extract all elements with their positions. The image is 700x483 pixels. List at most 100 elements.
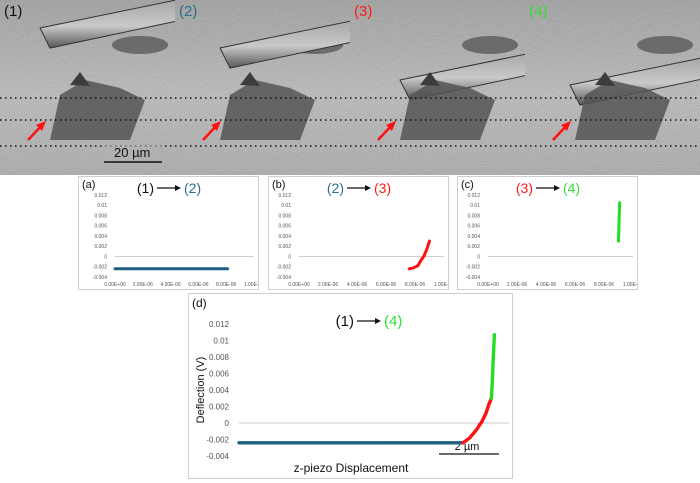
y-tick-label: 0.006 [94, 224, 107, 230]
y-tick-label: -0.002 [206, 435, 229, 444]
x-tick-label: 6.00E-06 [565, 282, 586, 288]
transition-from-label: (1) [137, 180, 154, 196]
transition-from-label: (3) [516, 180, 533, 196]
y-tick-label: 0 [288, 254, 291, 260]
transition-to-label: (4) [563, 180, 580, 196]
sem-frame-label: (4) [529, 3, 547, 20]
sem-frame-1: (1) [0, 0, 216, 175]
sem-debris [462, 36, 518, 54]
y-tick-label: 0.006 [467, 224, 480, 230]
series-line-red [461, 396, 494, 445]
x-tick-label: 2.00E-06 [133, 282, 154, 288]
x-tick-label: 0.00E+00 [288, 282, 310, 288]
transition-from-label: (1) [336, 313, 354, 330]
sem-sample-tip [595, 72, 615, 86]
y-tick-label: 0.008 [467, 213, 480, 219]
red-arrow-head [561, 121, 571, 131]
x-tick-label: 8.00E-06 [594, 282, 615, 288]
x-tick-label: 4.00E-06 [347, 282, 368, 288]
sem-sample [220, 80, 315, 140]
sem-frame-3: (3) [350, 0, 576, 175]
y-tick-label: 0.002 [467, 244, 480, 250]
y-tick-label: 0.012 [209, 320, 230, 329]
x-tick-label: 1.00E-05 [434, 282, 448, 288]
sem-debris [637, 36, 693, 54]
sem-frame-label: (1) [4, 3, 22, 20]
panel-letter: (b) [272, 179, 285, 191]
y-tick-label: 0.006 [278, 224, 291, 230]
y-tick-label: 0.008 [209, 353, 230, 362]
x-tick-label: 6.00E-06 [376, 282, 397, 288]
red-arrow-head [36, 121, 46, 131]
panel-d-frame: (d) (1) (4) 0.012 0.01 0.008 0.006 0.004 0.002 0 -… [188, 293, 513, 479]
chart-panel-c: (c) (3) (4) 0.012 0.01 0.008 0.006 0.004 0.002 0 -… [461, 179, 643, 288]
sem-debris [112, 36, 168, 54]
y-tick-label: 0.012 [278, 193, 291, 199]
transition-arrow-head [365, 185, 371, 191]
y-tick-label: 0 [225, 419, 230, 428]
x-tick-label: 4.00E-06 [536, 282, 557, 288]
sem-sample [400, 80, 495, 140]
sem-sample [575, 80, 670, 140]
y-tick-label: -0.004 [206, 452, 229, 461]
y-tick-label: 0.004 [467, 234, 480, 240]
x-tick-label: 0.00E+00 [104, 282, 126, 288]
x-tick-label: 2.00E-06 [507, 282, 528, 288]
panel-letter: (c) [461, 179, 474, 191]
x-tick-label: 8.00E-06 [216, 282, 237, 288]
y-tick-label: 0.004 [209, 386, 230, 395]
y-tick-label: 0.004 [94, 234, 107, 240]
y-tick-label: 0.006 [209, 369, 230, 378]
y-tick-label: -0.002 [466, 265, 480, 271]
y-tick-label: -0.002 [277, 265, 291, 271]
sem-scale-bar: 20 µm [102, 143, 164, 165]
y-tick-label: -0.002 [93, 265, 107, 271]
x-axis-label: z-piezo Displacement [294, 461, 409, 475]
transition-arrow-head [554, 185, 560, 191]
panel-c-frame: (c) (3) (4) 0.012 0.01 0.008 0.006 0.004 0.002 0 -… [457, 176, 643, 290]
sem-frame-label: (2) [179, 3, 197, 20]
y-tick-label: 0.01 [97, 203, 107, 209]
chart-panel-a: (a) (1) (2) 0.012 0.01 0.008 0.006 0.004 0.002 0 -… [82, 179, 264, 288]
y-tick-label: -0.004 [277, 275, 291, 281]
y-tick-label: 0.008 [278, 213, 291, 219]
panel-b-frame: (b) (2) (3) 0.012 0.01 0.008 0.006 0.004 0.002 0 -… [268, 176, 454, 290]
series-line-green [617, 201, 622, 243]
panel-letter: (a) [82, 179, 95, 191]
transition-to-label: (4) [384, 313, 402, 330]
sem-frame-label: (3) [354, 3, 372, 20]
sem-image-strip: (1) (2) (3) (4) 20 µm [0, 0, 700, 175]
transition-from-label: (2) [327, 180, 344, 196]
transition-arrow-head [175, 185, 181, 191]
x-tick-label: 1.00E-05 [244, 282, 258, 288]
series-line-green [489, 333, 497, 400]
y-tick-label: 0 [104, 254, 107, 260]
chart-panel-b: (b) (2) (3) 0.012 0.01 0.008 0.006 0.004 0.002 0 -… [272, 179, 454, 288]
chart-panel-d: (d) (1) (4) 0.012 0.01 0.008 0.006 0.004 0.002 0 -… [192, 296, 509, 475]
scale-bar-label: 20 µm [114, 145, 150, 160]
sem-sample-tip [70, 72, 90, 86]
sem-sample [50, 80, 145, 140]
x-tick-label: 1.00E-05 [623, 282, 637, 288]
y-tick-label: 0.01 [213, 336, 229, 345]
y-tick-label: 0.01 [470, 203, 480, 209]
sem-sample-tip [420, 72, 440, 86]
y-tick-label: -0.004 [466, 275, 480, 281]
sem-sample-tip [240, 72, 260, 86]
transition-to-label: (2) [184, 180, 201, 196]
scale-bar-backdrop [102, 143, 164, 165]
x-tick-label: 0.00E+00 [477, 282, 499, 288]
y-tick-label: 0.01 [281, 203, 291, 209]
x-tick-label: 2.00E-06 [318, 282, 339, 288]
transition-to-label: (3) [374, 180, 391, 196]
sem-frame-4: (4) [525, 0, 700, 175]
panel-a-frame: (a) (1) (2) 0.012 0.01 0.008 0.006 0.004 0.002 0 -… [78, 176, 264, 290]
y-tick-label: 0 [477, 254, 480, 260]
x-tick-label: 4.00E-06 [160, 282, 181, 288]
y-tick-label: 0.002 [278, 244, 291, 250]
y-axis-label: Deflection (V) [195, 357, 207, 424]
y-tick-label: 0.002 [209, 402, 230, 411]
y-tick-label: 0.002 [94, 244, 107, 250]
red-arrow-head [386, 121, 396, 131]
